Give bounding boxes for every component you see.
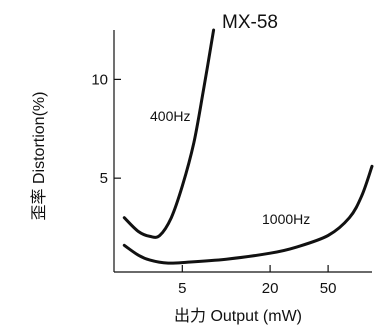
series-layer: [122, 28, 374, 265]
x-tick-label: 50: [320, 280, 337, 297]
series-label-400hz: 400Hz: [150, 108, 190, 124]
series-labels: 400Hz 1000Hz: [150, 108, 310, 227]
x-axis-label: 出力 Output (mW): [174, 307, 302, 325]
series-line-1000hz: [122, 164, 374, 265]
ticks: 5 20 50 5 10: [91, 71, 336, 297]
series-line-400hz: [122, 28, 216, 239]
series-label-1000hz: 1000Hz: [262, 211, 310, 227]
x-tick-label: 5: [178, 280, 186, 297]
y-tick-label: 5: [100, 170, 108, 187]
chart-title: MX-58: [222, 12, 278, 33]
y-tick-label: 10: [91, 71, 108, 88]
x-tick-label: 20: [262, 280, 279, 297]
axes: [113, 30, 372, 273]
y-axis-label: 歪率 Distortion(%): [30, 92, 48, 221]
